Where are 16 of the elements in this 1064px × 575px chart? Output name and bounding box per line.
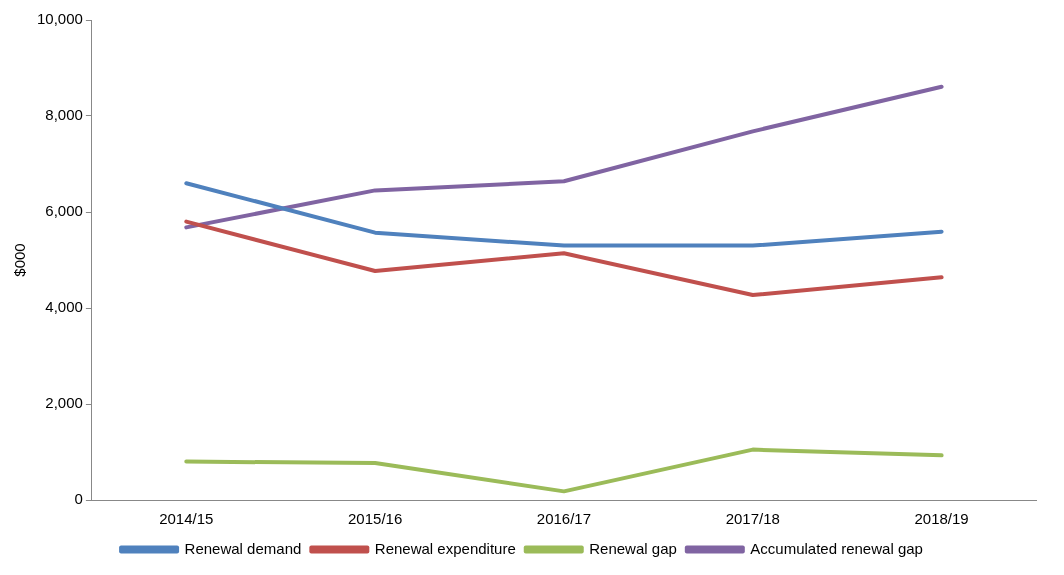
y-tick-label: 8,000	[45, 106, 83, 124]
x-tick-label: 2018/19	[914, 510, 969, 528]
legend-label: Accumulated renewal gap	[750, 539, 923, 557]
x-tick-label: 2015/16	[348, 510, 403, 528]
y-tick-label: 2,000	[45, 394, 83, 412]
legend-label: Renewal expenditure	[374, 539, 516, 557]
legend-label: Renewal demand	[184, 539, 302, 557]
y-axis-title: $000	[11, 243, 29, 277]
x-tick-label: 2017/18	[725, 510, 780, 528]
y-tick-label: 6,000	[45, 202, 83, 220]
y-tick-label: 4,000	[45, 298, 83, 316]
y-tick-label: 0	[74, 490, 83, 508]
x-tick-label: 2014/15	[159, 510, 214, 528]
legend-label: Renewal gap	[589, 539, 677, 557]
y-tick-label: 10,000	[36, 10, 83, 28]
x-tick-label: 2016/17	[536, 510, 592, 528]
